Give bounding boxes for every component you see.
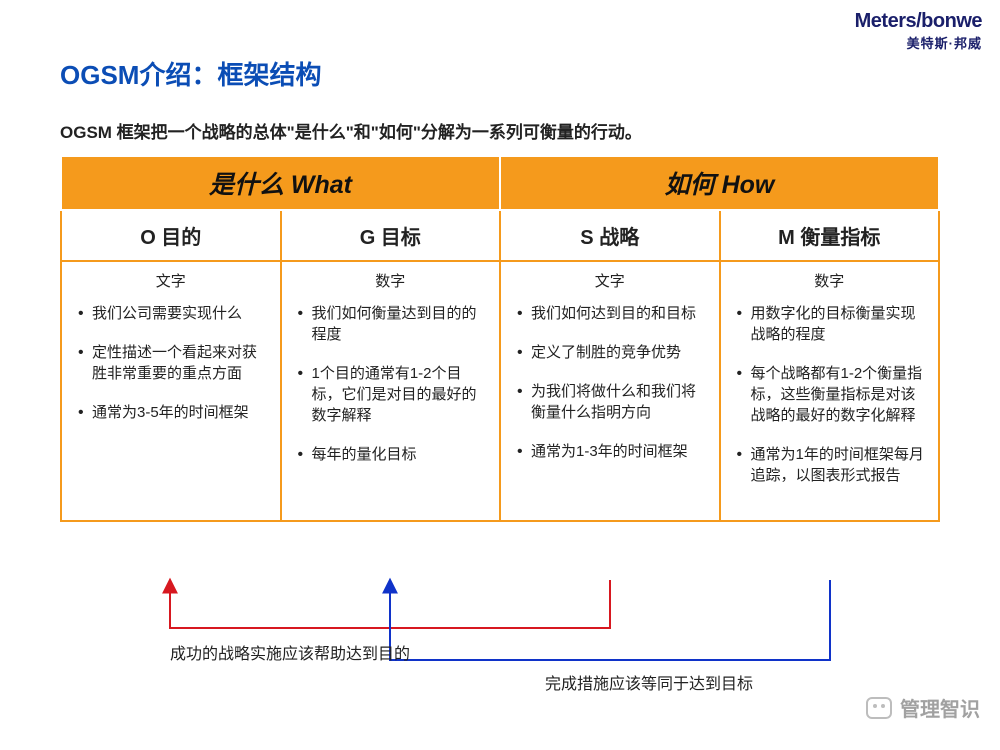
list-m: 用数字化的目标衡量实现战略的程度 每个战略都有1-2个衡量指标，这些衡量指标是对… (733, 303, 927, 486)
brand-sub: 美特斯·邦威 (855, 33, 982, 52)
type-g: 数字 (294, 270, 488, 291)
col-body-s: 文字 我们如何达到目的和目标 定义了制胜的竞争优势 为我们将做什么和我们将衡量什… (500, 261, 720, 521)
type-s: 文字 (513, 270, 707, 291)
page-title: OGSM介绍：框架结构 (60, 55, 321, 92)
arrow-blue (390, 580, 830, 660)
caption-red: 成功的战略实施应该帮助达到目的 (170, 640, 410, 664)
list-item: 通常为1-3年的时间框架 (517, 441, 707, 462)
header-how: 如何 How (500, 156, 939, 210)
brand-logo: Meters/bonwe 美特斯·邦威 (855, 10, 982, 52)
list-item: 定性描述一个看起来对获胜非常重要的重点方面 (78, 342, 268, 384)
col-label-s: S 战略 (500, 210, 720, 261)
col-label-o: O 目的 (61, 210, 281, 261)
list-item: 我们如何衡量达到目的的程度 (298, 303, 488, 345)
list-item: 通常为3-5年的时间框架 (78, 402, 268, 423)
col-label-m: M 衡量指标 (720, 210, 940, 261)
list-item: 1个目的通常有1-2个目标，它们是对目的最好的数字解释 (298, 363, 488, 426)
arrow-red (170, 580, 610, 628)
col-body-m: 数字 用数字化的目标衡量实现战略的程度 每个战略都有1-2个衡量指标，这些衡量指… (720, 261, 940, 521)
list-s: 我们如何达到目的和目标 定义了制胜的竞争优势 为我们将做什么和我们将衡量什么指明… (513, 303, 707, 462)
list-item: 我们公司需要实现什么 (78, 303, 268, 324)
type-m: 数字 (733, 270, 927, 291)
list-item: 我们如何达到目的和目标 (517, 303, 707, 324)
list-o: 我们公司需要实现什么 定性描述一个看起来对获胜非常重要的重点方面 通常为3-5年… (74, 303, 268, 423)
wechat-icon (866, 697, 892, 719)
subheader-row: O 目的 G 目标 S 战略 M 衡量指标 (61, 210, 939, 261)
header-what: 是什么 What (61, 156, 500, 210)
ogsm-table: 是什么 What 如何 How O 目的 G 目标 S 战略 M 衡量指标 文字… (60, 155, 940, 522)
list-item: 定义了制胜的竞争优势 (517, 342, 707, 363)
type-o: 文字 (74, 270, 268, 291)
col-label-g: G 目标 (281, 210, 501, 261)
list-item: 通常为1年的时间框架每月追踪，以图表形式报告 (737, 444, 927, 486)
brand-main: Meters/bonwe (855, 10, 982, 33)
list-item: 每年的量化目标 (298, 444, 488, 465)
list-item: 用数字化的目标衡量实现战略的程度 (737, 303, 927, 345)
header-row: 是什么 What 如何 How (61, 156, 939, 210)
caption-blue: 完成措施应该等同于达到目标 (545, 670, 753, 694)
list-g: 我们如何衡量达到目的的程度 1个目的通常有1-2个目标，它们是对目的最好的数字解… (294, 303, 488, 465)
page-subtitle: OGSM 框架把一个战略的总体"是什么"和"如何"分解为一系列可衡量的行动。 (60, 118, 642, 143)
list-item: 为我们将做什么和我们将衡量什么指明方向 (517, 381, 707, 423)
col-body-g: 数字 我们如何衡量达到目的的程度 1个目的通常有1-2个目标，它们是对目的最好的… (281, 261, 501, 521)
list-item: 每个战略都有1-2个衡量指标，这些衡量指标是对该战略的最好的数字化解释 (737, 363, 927, 426)
watermark-text: 管理智识 (900, 693, 980, 722)
col-body-o: 文字 我们公司需要实现什么 定性描述一个看起来对获胜非常重要的重点方面 通常为3… (61, 261, 281, 521)
body-row: 文字 我们公司需要实现什么 定性描述一个看起来对获胜非常重要的重点方面 通常为3… (61, 261, 939, 521)
watermark: 管理智识 (866, 693, 980, 722)
